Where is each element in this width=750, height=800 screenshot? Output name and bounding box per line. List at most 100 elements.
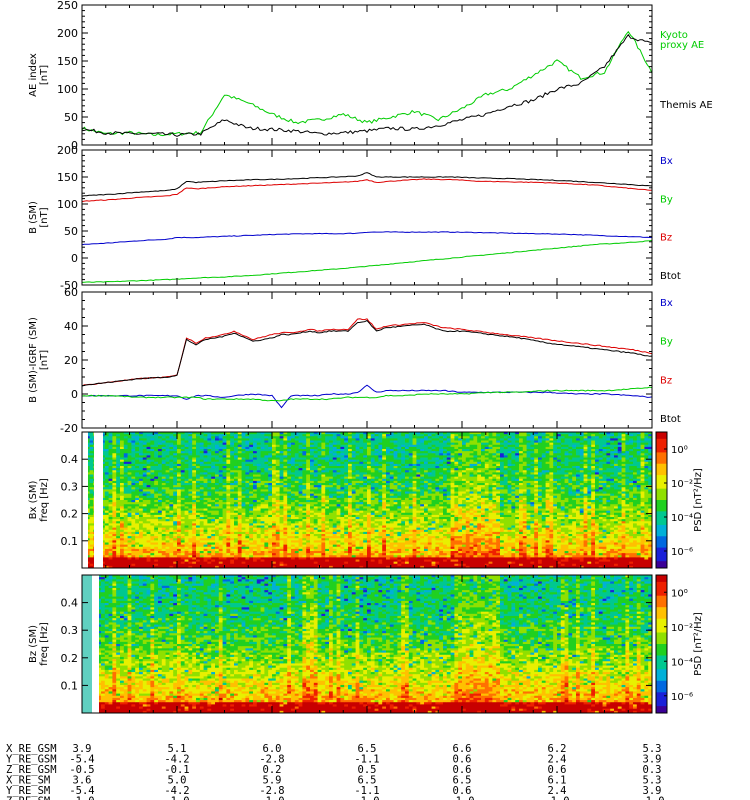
bx-spec-cell bbox=[196, 438, 201, 441]
bx-spec-cell bbox=[135, 557, 140, 560]
bx-spec-cell bbox=[158, 478, 163, 482]
bx-spec-cell bbox=[142, 466, 147, 469]
bx-spec-cell bbox=[101, 470, 106, 473]
bx-spec-cell bbox=[199, 438, 204, 441]
bx-spec-cell bbox=[139, 461, 144, 465]
bx-spec-cell bbox=[116, 497, 121, 501]
bx-spec-cell bbox=[120, 544, 125, 548]
bx-spec-cell bbox=[188, 455, 193, 458]
bx-spec-cell bbox=[120, 557, 125, 560]
bx-spec-cell bbox=[104, 559, 109, 563]
bx-spec-cell bbox=[180, 468, 185, 471]
bx-spec-cell bbox=[108, 472, 113, 475]
bx-spec-cell bbox=[196, 495, 201, 499]
bx-spec-cell bbox=[158, 531, 163, 535]
bx-spec-cell bbox=[196, 436, 201, 439]
bx-spec-cell bbox=[112, 559, 117, 563]
bx-spec-cell bbox=[101, 451, 106, 454]
bx-spec-cell bbox=[135, 483, 140, 486]
bx-spec-cell bbox=[142, 527, 147, 531]
bx-spec-cell bbox=[139, 527, 144, 531]
bx-spec-cell bbox=[161, 483, 166, 486]
bx-spec-cell bbox=[104, 563, 109, 567]
bsm-frame bbox=[81, 149, 653, 286]
bx-spec-cell bbox=[196, 466, 201, 469]
bx-spec-cell bbox=[158, 551, 163, 554]
bx-spec-cell bbox=[192, 455, 197, 458]
bx-spec-cell bbox=[139, 557, 144, 560]
bx-spec-cell bbox=[146, 453, 151, 456]
bx-spec-cell bbox=[116, 551, 121, 554]
bx-spec-cell bbox=[108, 548, 113, 552]
bx-spec-cell bbox=[161, 436, 166, 439]
bx-spec-cell bbox=[196, 559, 201, 563]
bx-spec-cell bbox=[108, 489, 113, 492]
bx-spec-cell bbox=[89, 563, 94, 567]
bx-spec-cell bbox=[131, 565, 136, 569]
bx-spec-cell bbox=[196, 470, 201, 473]
bx-spec-cell bbox=[165, 440, 170, 444]
bx-spec-cell bbox=[173, 512, 178, 516]
bx-spec-cell bbox=[165, 453, 170, 456]
bx-spec-cell bbox=[127, 489, 132, 492]
bx-spec-cell bbox=[161, 466, 166, 469]
bx-spec-cell bbox=[131, 523, 136, 526]
bx-spec-cell bbox=[165, 480, 170, 484]
bx-spec-cell bbox=[192, 561, 197, 565]
bx-spec-cell bbox=[158, 544, 163, 548]
bx-spec-cell bbox=[184, 512, 189, 516]
bx-spec-cell bbox=[165, 565, 170, 569]
bx-spec-cell bbox=[196, 442, 201, 446]
bx-spec-cell bbox=[112, 512, 117, 516]
bx-spec-cell bbox=[104, 466, 109, 469]
bx-spec-cell bbox=[146, 493, 151, 497]
bx-spec-cell bbox=[196, 500, 201, 503]
bx-spec-cell bbox=[199, 436, 204, 439]
bx-spec-cell bbox=[112, 449, 117, 452]
bx-spec-cell bbox=[131, 493, 136, 497]
bx-spec-cell bbox=[135, 523, 140, 526]
bx-spec-cell bbox=[89, 529, 94, 533]
bx-spec-cell bbox=[127, 559, 132, 563]
bx-spec-cell bbox=[101, 438, 106, 441]
bx-spec-cell bbox=[161, 500, 166, 503]
bx-spec-cell bbox=[169, 534, 174, 537]
bx-spec-cell bbox=[165, 442, 170, 446]
bx-spec-cell bbox=[123, 559, 128, 563]
bx-spec-cell bbox=[165, 436, 170, 439]
bx-spec-cell bbox=[112, 470, 117, 473]
bx-spec-cell bbox=[154, 442, 159, 446]
bx-spec-cell bbox=[169, 491, 174, 495]
bx-spec-cell bbox=[184, 553, 189, 556]
bx-spec-cell bbox=[135, 436, 140, 439]
bx-spec-cell bbox=[135, 500, 140, 503]
bx-spec-cell bbox=[142, 521, 147, 524]
bx-spec-cell bbox=[135, 502, 140, 505]
bx-spec-cell bbox=[173, 459, 178, 463]
bx-spec-cell bbox=[173, 485, 178, 488]
bx-spec-cell bbox=[142, 459, 147, 463]
bx-spec-cell bbox=[101, 491, 106, 495]
bx-spec-cell bbox=[158, 508, 163, 512]
bx-spec-cell bbox=[131, 551, 136, 554]
bx-spec-cell bbox=[169, 438, 174, 441]
bx-spec-cell bbox=[131, 559, 136, 563]
bx-spec-cell bbox=[180, 493, 185, 497]
bx-spec-cell bbox=[165, 455, 170, 458]
bx-spec-cell bbox=[169, 495, 174, 499]
bx-spec-cell bbox=[188, 472, 193, 475]
bx-spec-cell bbox=[139, 506, 144, 509]
bx-spec-cell bbox=[184, 468, 189, 471]
bx-spec-cell bbox=[127, 444, 132, 448]
bx-spec-cell bbox=[165, 531, 170, 535]
bx-spec-cell bbox=[116, 436, 121, 439]
bx-spec-cell bbox=[104, 536, 109, 539]
bx-spec-cell bbox=[150, 561, 155, 565]
bx-spec-cell bbox=[108, 527, 113, 531]
bx-spec-cell bbox=[177, 474, 182, 478]
bx-spec-cell bbox=[154, 544, 159, 548]
bx-spec-cell bbox=[177, 529, 182, 533]
bx-spec-cell bbox=[192, 510, 197, 514]
bx-spec-cell bbox=[108, 446, 113, 450]
bx-spec-cell bbox=[116, 555, 121, 558]
